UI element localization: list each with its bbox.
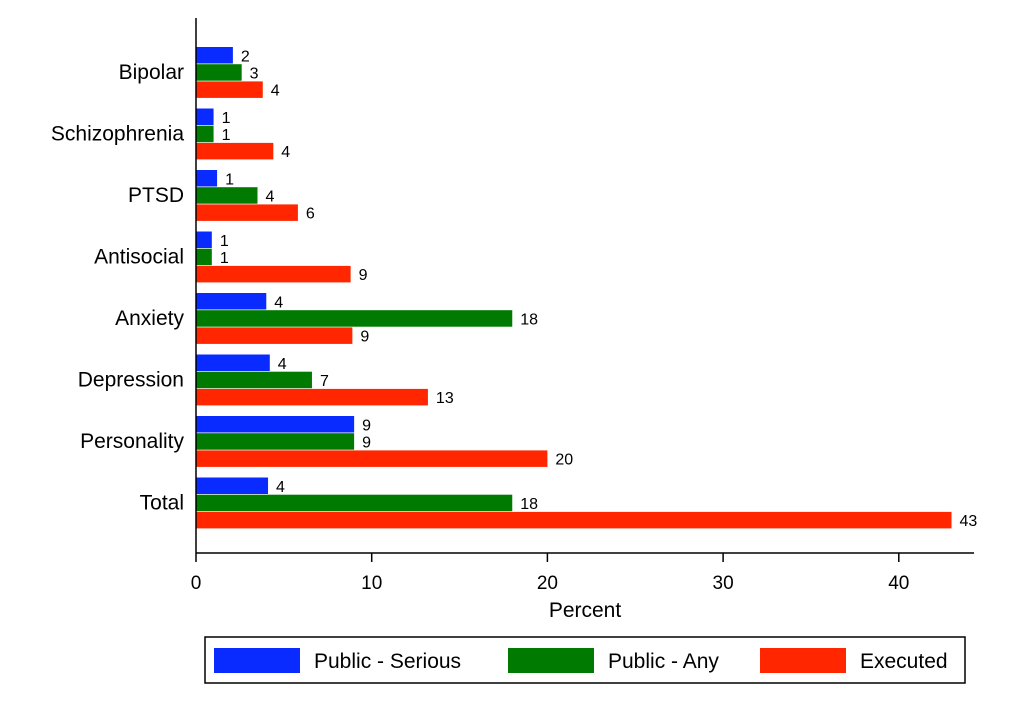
data-label-ptsd-2: 6 (306, 206, 315, 223)
x-axis-ticks: 0 10 20 30 40 (191, 553, 909, 594)
data-label-schizophrenia-0: 1 (222, 110, 231, 127)
data-label-anxiety-0: 4 (274, 294, 283, 311)
bar-ptsd-executed (196, 204, 298, 221)
bar-schizophrenia-public-any (196, 125, 214, 143)
bar-anxiety-public-any (196, 310, 513, 327)
data-label-total-2: 43 (960, 513, 978, 530)
bar-depression-executed (196, 388, 428, 406)
bar-antisocial-public-any (196, 248, 212, 266)
legend-swatch-executed (760, 648, 846, 673)
bar-schizophrenia-executed (196, 142, 274, 160)
bar-total-public-serious (196, 477, 269, 494)
bar-depression-public-any (196, 371, 312, 389)
bar-total-public-any (196, 494, 513, 512)
category-label-depression: Depression (78, 368, 184, 391)
data-label-antisocial-1: 1 (220, 250, 229, 267)
x-axis-title: Percent (549, 599, 622, 622)
data-label-bipolar-1: 3 (250, 65, 259, 82)
category-label-personality: Personality (80, 430, 184, 453)
x-tick-label: 40 (888, 573, 909, 594)
bar-anxiety-executed (196, 327, 353, 344)
category-label-anxiety: Anxiety (115, 307, 184, 330)
category-label-antisocial: Antisocial (94, 245, 184, 268)
legend-label-executed: Executed (860, 650, 948, 673)
bar-anxiety-public-serious (196, 293, 267, 310)
bar-antisocial-executed (196, 265, 351, 283)
category-label-bipolar: Bipolar (119, 61, 184, 84)
data-label-depression-0: 4 (278, 356, 287, 373)
x-tick-label: 10 (361, 573, 382, 594)
bar-bipolar-executed (196, 81, 263, 98)
data-label-ptsd-0: 1 (225, 171, 234, 188)
data-label-anxiety-2: 9 (360, 329, 369, 346)
x-tick-label: 30 (713, 573, 734, 594)
bar-bipolar-public-serious (196, 47, 233, 64)
data-label-total-0: 4 (276, 479, 285, 496)
bar-schizophrenia-public-serious (196, 108, 214, 125)
legend-label-public-serious: Public - Serious (314, 650, 461, 673)
x-tick-label: 20 (537, 573, 558, 594)
category-label-schizophrenia: Schizophrenia (51, 122, 184, 145)
legend-swatch-public-any (508, 648, 594, 673)
data-label-schizophrenia-2: 4 (281, 144, 290, 161)
category-label-total: Total (140, 491, 184, 514)
category-labels: Bipolar Schizophrenia PTSD Antisocial Anxiet… (51, 61, 185, 515)
data-label-total-1: 18 (520, 496, 538, 513)
data-label-bipolar-0: 2 (241, 48, 250, 65)
bar-bipolar-public-any (196, 64, 242, 81)
data-label-personality-2: 20 (555, 452, 573, 469)
bar-total-executed (196, 511, 952, 529)
data-label-depression-1: 7 (320, 373, 329, 390)
data-label-anxiety-1: 18 (520, 311, 538, 328)
data-label-depression-2: 13 (436, 390, 454, 407)
legend: Public - Serious Public - Any Executed (204, 636, 966, 684)
bar-personality-public-any (196, 433, 355, 450)
bar-depression-public-serious (196, 354, 270, 371)
data-label-bipolar-2: 4 (271, 83, 280, 100)
data-label-ptsd-1: 4 (265, 188, 274, 205)
data-label-personality-1: 9 (362, 434, 371, 451)
data-label-personality-0: 9 (362, 417, 371, 434)
legend-swatch-public-serious (214, 648, 300, 673)
data-label-schizophrenia-1: 1 (222, 127, 231, 144)
legend-label-public-any: Public - Any (608, 650, 719, 673)
bar-ptsd-public-any (196, 187, 258, 204)
data-label-antisocial-0: 1 (220, 233, 229, 250)
category-label-ptsd: PTSD (128, 184, 184, 207)
bar-personality-public-serious (196, 416, 355, 433)
bar-ptsd-public-serious (196, 170, 218, 187)
data-label-antisocial-2: 9 (359, 267, 368, 284)
bar-antisocial-public-serious (196, 231, 212, 248)
x-tick-label: 0 (191, 573, 202, 594)
bars-layer (196, 47, 952, 529)
bar-personality-executed (196, 450, 548, 467)
